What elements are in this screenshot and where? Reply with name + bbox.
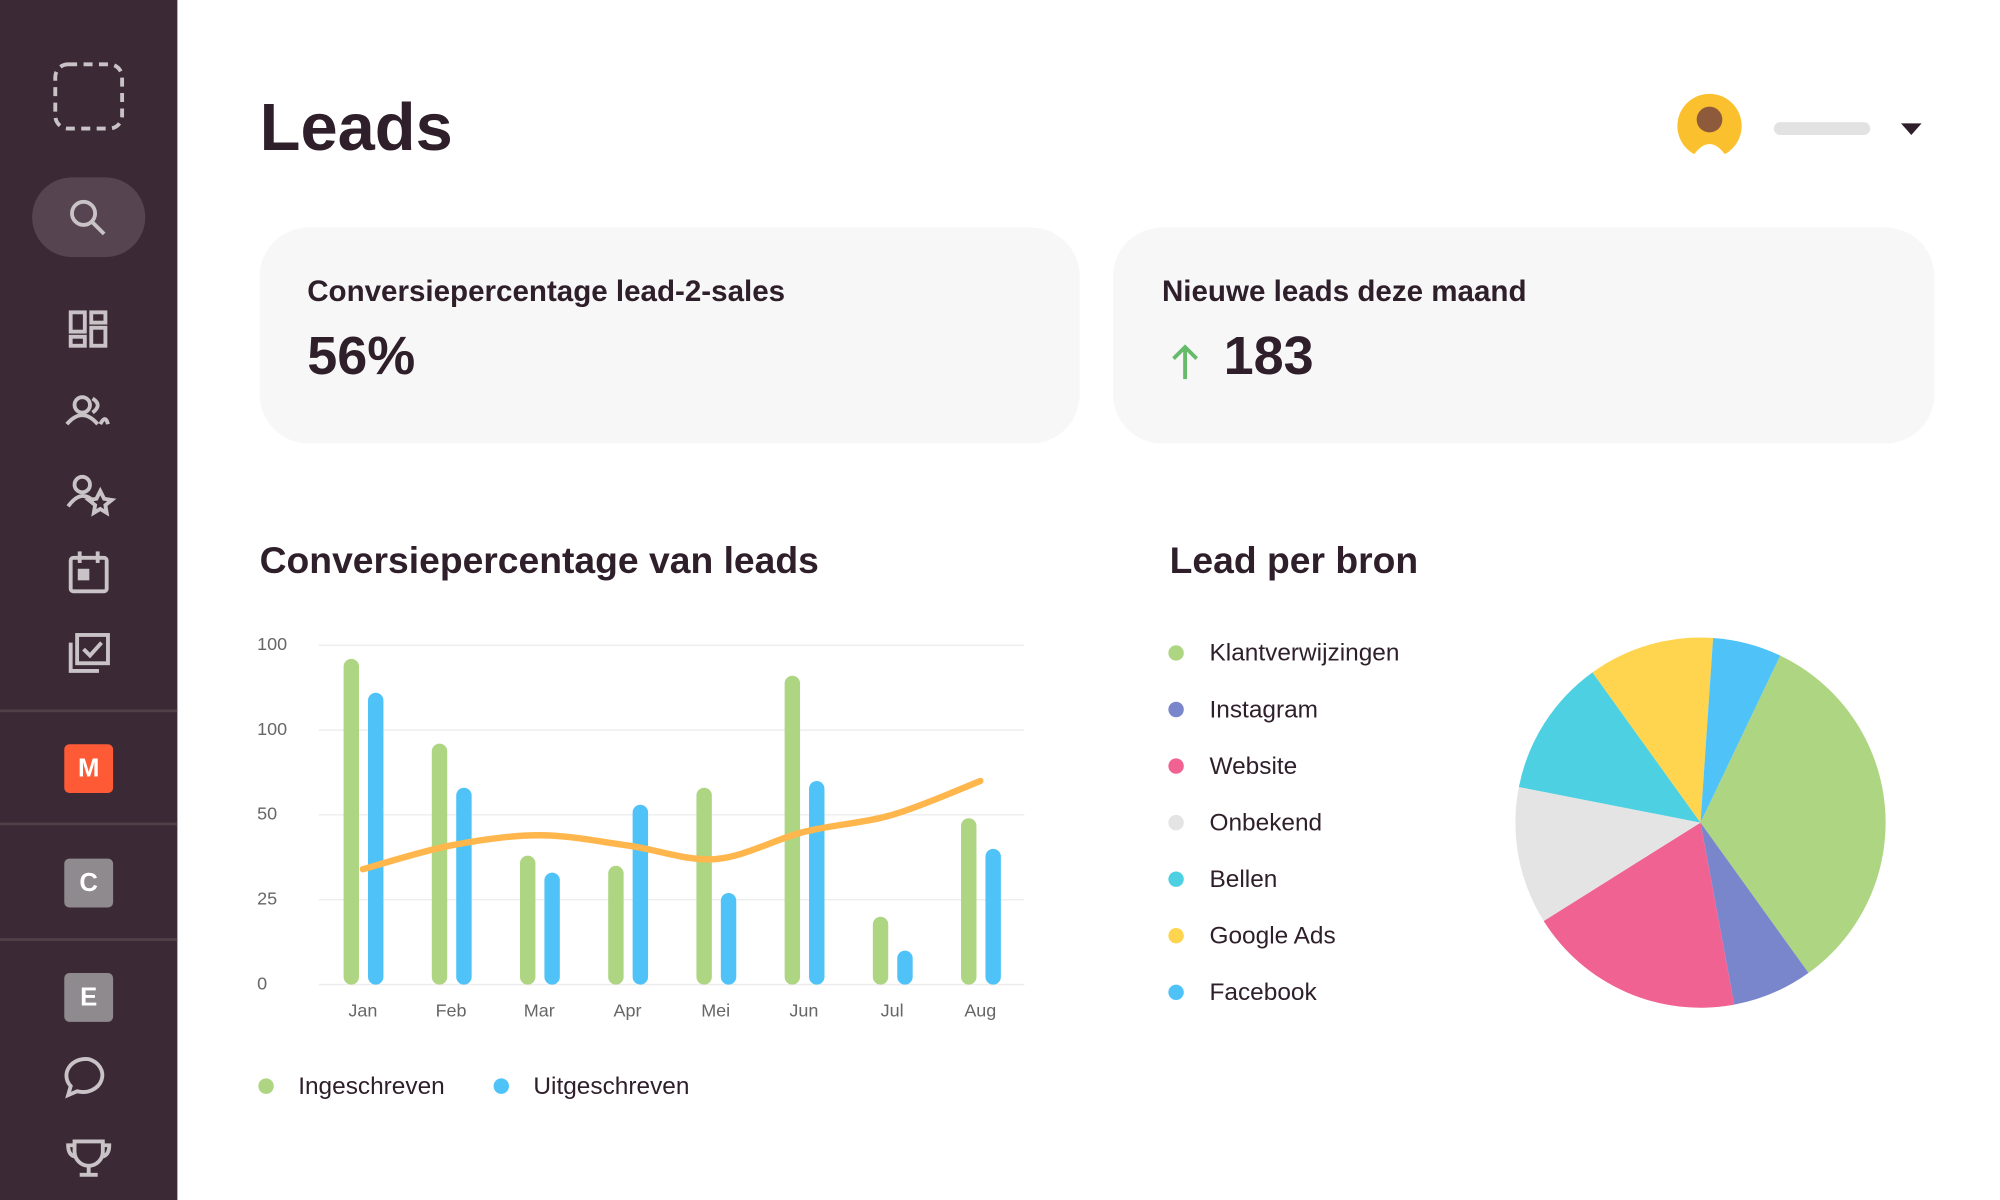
- nav-chat[interactable]: [64, 1057, 105, 1099]
- bar: [520, 855, 536, 985]
- nav-favorites[interactable]: [66, 474, 117, 517]
- legend-label: Onbekend: [1210, 809, 1323, 836]
- x-tick-label: Jun: [789, 1000, 818, 1020]
- bar: [784, 675, 801, 985]
- logo-placeholder: [53, 62, 125, 131]
- bar: [608, 865, 624, 985]
- page-title: Leads: [260, 91, 453, 165]
- pie-slice: [1515, 786, 1701, 921]
- pie-slice: [1592, 637, 1714, 823]
- x-tick-label: Apr: [613, 1000, 641, 1020]
- kpi-value: 56%: [307, 326, 415, 386]
- search-icon-handle: [91, 221, 106, 236]
- nav-contacts[interactable]: [65, 395, 110, 426]
- bar: [632, 804, 649, 985]
- kpi-card: [259, 227, 1080, 444]
- pie-slice: [1700, 655, 1886, 973]
- bar: [897, 950, 913, 985]
- search-icon: [70, 199, 98, 227]
- badge[interactable]: [64, 858, 114, 908]
- avatar-face: [1696, 106, 1723, 133]
- badge-letter: M: [78, 755, 99, 783]
- user-menu-toggle[interactable]: [1901, 123, 1922, 135]
- badge[interactable]: [64, 973, 114, 1022]
- chart-title: Conversiepercentage van leads: [260, 539, 819, 581]
- legend-dot: [1168, 701, 1184, 718]
- chart-title: Lead per bron: [1170, 539, 1418, 581]
- legend-label: Klantverwijzingen: [1210, 640, 1400, 667]
- legend-label: Uitgeschreven: [533, 1073, 689, 1100]
- badge-letter: C: [79, 869, 98, 897]
- pie-slice: [1700, 822, 1809, 1005]
- pie-slice: [1700, 637, 1781, 823]
- pie-slice: [1518, 672, 1701, 823]
- x-tick-label: Aug: [964, 1000, 996, 1020]
- trend-up-icon: [1172, 344, 1199, 380]
- bar: [368, 692, 384, 985]
- avatar-shirt: [1691, 143, 1728, 159]
- pie-slice: [1543, 822, 1735, 1008]
- trend-line: [359, 777, 984, 873]
- y-tick-label: 0: [257, 973, 267, 993]
- x-tick-label: Mei: [701, 1000, 730, 1020]
- bar: [720, 892, 737, 985]
- x-tick-label: Mar: [524, 1000, 555, 1020]
- x-tick-label: Jul: [881, 1000, 904, 1020]
- bar: [456, 787, 472, 985]
- nav-trophy[interactable]: [66, 1139, 112, 1177]
- bar: [343, 658, 360, 985]
- badge[interactable]: [64, 744, 114, 794]
- bar: [809, 780, 825, 985]
- y-tick-label: 50: [257, 804, 277, 824]
- legend-label: Bellen: [1210, 866, 1278, 893]
- nav-tasks[interactable]: [68, 633, 110, 673]
- badge-letter: E: [80, 983, 97, 1011]
- bar: [872, 916, 889, 985]
- y-tick-label: 25: [257, 888, 277, 908]
- legend-label: Website: [1210, 753, 1298, 780]
- search-button[interactable]: [32, 177, 146, 258]
- bar: [544, 872, 560, 985]
- legend-dot: [258, 1078, 274, 1094]
- user-name-placeholder: [1773, 122, 1871, 135]
- y-tick-label: 100: [257, 719, 287, 739]
- bar: [431, 743, 448, 985]
- kpi-label: Conversiepercentage lead-2-sales: [307, 275, 785, 308]
- legend-label: Ingeschreven: [298, 1073, 445, 1100]
- kpi-value: 183: [1224, 326, 1314, 386]
- legend-dot: [1168, 758, 1184, 774]
- y-tick-label: 100: [257, 634, 287, 654]
- legend-dot: [1168, 928, 1184, 944]
- legend-label: Instagram: [1210, 696, 1319, 723]
- bar: [696, 787, 712, 985]
- x-tick-label: Feb: [436, 1000, 467, 1020]
- x-tick-label: Jan: [348, 1000, 377, 1020]
- legend-label: Facebook: [1210, 979, 1318, 1006]
- legend-dot: [493, 1078, 509, 1094]
- legend-dot: [1168, 814, 1184, 831]
- bar: [985, 848, 1001, 985]
- kpi-label: Nieuwe leads deze maand: [1162, 275, 1527, 308]
- nav-dashboard[interactable]: [68, 310, 108, 348]
- legend-dot: [1168, 984, 1184, 1000]
- nav-calendar[interactable]: [68, 551, 109, 594]
- legend-label: Google Ads: [1210, 922, 1336, 949]
- legend-dot: [1168, 871, 1184, 887]
- legend-dot: [1168, 645, 1184, 661]
- bar: [961, 818, 977, 985]
- kpi-card: [1113, 227, 1935, 444]
